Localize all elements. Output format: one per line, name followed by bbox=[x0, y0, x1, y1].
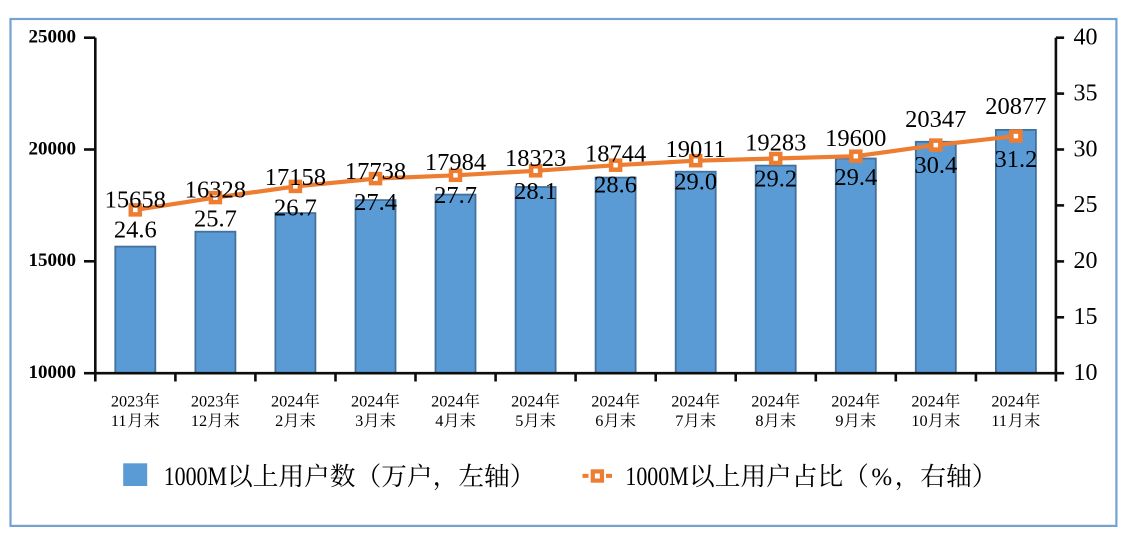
svg-text:18744: 18744 bbox=[585, 140, 646, 167]
svg-text:2024: 2024 bbox=[991, 392, 1024, 411]
svg-text:1000M: 1000M bbox=[164, 462, 227, 491]
svg-text:2023: 2023 bbox=[191, 392, 224, 411]
svg-text:12: 12 bbox=[191, 411, 207, 430]
svg-text:2024: 2024 bbox=[511, 392, 544, 411]
svg-text:19600: 19600 bbox=[825, 125, 886, 152]
svg-text:25000: 25000 bbox=[29, 27, 77, 48]
svg-text:9: 9 bbox=[835, 411, 843, 430]
svg-text:15658: 15658 bbox=[105, 186, 166, 213]
svg-text:30: 30 bbox=[1074, 136, 1098, 162]
svg-text:2024: 2024 bbox=[911, 392, 944, 411]
svg-text:25: 25 bbox=[1074, 192, 1098, 218]
svg-text:11: 11 bbox=[991, 411, 1007, 430]
svg-text:25.7: 25.7 bbox=[194, 206, 237, 233]
svg-text:5: 5 bbox=[515, 411, 523, 430]
svg-text:%: % bbox=[871, 464, 892, 491]
svg-text:18323: 18323 bbox=[505, 145, 566, 172]
svg-text:28.6: 28.6 bbox=[594, 172, 637, 199]
svg-text:20: 20 bbox=[1074, 248, 1098, 274]
svg-text:20877: 20877 bbox=[985, 93, 1046, 120]
svg-text:29.4: 29.4 bbox=[834, 164, 877, 191]
svg-text:1000M: 1000M bbox=[625, 462, 688, 491]
svg-text:2024: 2024 bbox=[591, 392, 624, 411]
svg-text:30.4: 30.4 bbox=[914, 152, 957, 179]
svg-text:40: 40 bbox=[1074, 25, 1098, 51]
svg-text:17738: 17738 bbox=[345, 158, 406, 185]
svg-text:15: 15 bbox=[1074, 304, 1098, 330]
svg-text:29.0: 29.0 bbox=[674, 169, 717, 196]
svg-text:31.2: 31.2 bbox=[994, 146, 1037, 173]
svg-text:16328: 16328 bbox=[185, 177, 246, 204]
svg-text:2023: 2023 bbox=[111, 392, 144, 411]
svg-text:11: 11 bbox=[111, 411, 127, 430]
svg-text:17158: 17158 bbox=[265, 164, 326, 191]
svg-text:8: 8 bbox=[755, 411, 763, 430]
svg-text:20347: 20347 bbox=[905, 106, 966, 133]
svg-text:24.6: 24.6 bbox=[114, 217, 157, 244]
svg-text:10: 10 bbox=[911, 411, 927, 430]
svg-text:28.1: 28.1 bbox=[514, 178, 557, 205]
svg-text:35: 35 bbox=[1074, 80, 1098, 106]
svg-text:2024: 2024 bbox=[351, 392, 384, 411]
svg-text:2024: 2024 bbox=[751, 392, 784, 411]
svg-text:6: 6 bbox=[595, 411, 603, 430]
svg-text:7: 7 bbox=[675, 411, 683, 430]
svg-text:10000: 10000 bbox=[29, 362, 77, 383]
svg-text:10: 10 bbox=[1074, 360, 1098, 386]
svg-text:27.7: 27.7 bbox=[434, 182, 477, 209]
svg-text:27.4: 27.4 bbox=[354, 189, 397, 216]
svg-text:4: 4 bbox=[435, 411, 443, 430]
svg-text:29.2: 29.2 bbox=[754, 165, 797, 192]
svg-text:2: 2 bbox=[275, 411, 283, 430]
svg-text:3: 3 bbox=[355, 411, 363, 430]
svg-text:2024: 2024 bbox=[431, 392, 464, 411]
svg-text:15000: 15000 bbox=[29, 250, 77, 271]
svg-text:26.7: 26.7 bbox=[274, 194, 317, 221]
svg-text:19283: 19283 bbox=[745, 130, 806, 157]
svg-text:20000: 20000 bbox=[29, 138, 77, 159]
svg-text:2024: 2024 bbox=[831, 392, 864, 411]
svg-text:17984: 17984 bbox=[425, 149, 486, 176]
svg-text:2024: 2024 bbox=[671, 392, 704, 411]
svg-text:19011: 19011 bbox=[666, 136, 726, 163]
svg-text:2024: 2024 bbox=[271, 392, 304, 411]
